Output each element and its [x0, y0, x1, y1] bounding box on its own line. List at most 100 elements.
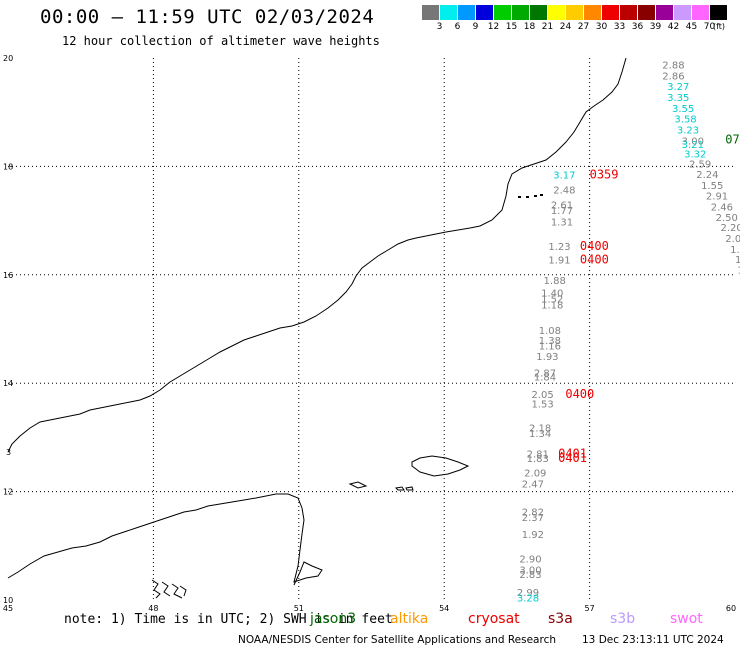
color-swatch	[638, 5, 655, 20]
color-scale-tick: 18	[523, 22, 536, 32]
wave-height-label: 1.	[730, 245, 740, 256]
wave-height-label: 2.87	[534, 368, 556, 379]
satellite-legend-item: s3b	[610, 611, 636, 627]
color-scale-tick: 15	[505, 22, 518, 32]
latitude-label: 12	[3, 488, 13, 497]
wave-height-label: 2.0	[725, 234, 740, 245]
track-time-label: 07	[725, 132, 739, 146]
color-swatch	[620, 5, 637, 20]
satellite-legend-item: jason3	[310, 611, 357, 627]
color-swatch	[566, 5, 583, 20]
color-scale-tick: 27	[577, 22, 590, 32]
wave-height-label: 2.59	[689, 160, 711, 171]
kuria-muria-islands	[518, 194, 543, 198]
color-swatch	[674, 5, 691, 20]
color-swatch	[548, 5, 565, 20]
small-island-1	[348, 481, 368, 489]
wave-height-label: 1.77	[551, 206, 573, 217]
satellite-legend-item: swot	[670, 611, 703, 627]
color-swatch	[530, 5, 547, 20]
wave-height-label: 2.46	[711, 203, 733, 214]
wave-height-label: 2.24	[696, 170, 718, 181]
map-title: 00:00 — 11:59 UTC 02/03/2024	[40, 6, 375, 28]
track-time-label: 0400	[580, 239, 609, 253]
color-swatch	[584, 5, 601, 20]
color-swatch	[476, 5, 493, 20]
wave-height-label: 2.88	[662, 61, 684, 72]
wave-height-label: 1.55	[701, 181, 723, 192]
wave-height-label: 1.31	[551, 218, 573, 229]
wave-height-label: 3.00	[682, 136, 704, 147]
color-swatch	[494, 5, 511, 20]
color-scale-tick: 3	[436, 22, 443, 32]
wave-height-label: 2.47	[522, 479, 544, 490]
satellite-legend-item: s3a	[548, 611, 573, 627]
color-scale-tick: 6	[454, 22, 461, 32]
coastline	[7, 57, 627, 599]
track-time-label: 0401	[558, 447, 587, 461]
side-tick-label: 3	[6, 448, 11, 457]
color-swatch	[512, 5, 529, 20]
wave-height-label: 1.34	[529, 429, 551, 440]
longitude-label: 57	[585, 604, 595, 613]
track-time-label: 0359	[590, 168, 619, 182]
wave-height-label: 2.48	[553, 186, 575, 197]
color-scale-tick: 24	[559, 22, 572, 32]
color-swatch	[458, 5, 475, 20]
color-swatch	[422, 5, 439, 20]
color-scale-tick: 33	[613, 22, 626, 32]
longitude-label: 51	[294, 604, 304, 613]
latitude-label: 14	[3, 379, 13, 388]
wave-height-label: 2.37	[522, 513, 544, 524]
color-swatch	[710, 5, 727, 20]
wave-height-label: 3.35	[667, 93, 689, 104]
wave-height-label: 3.17	[553, 171, 575, 182]
color-scale-tick: 30	[595, 22, 608, 32]
track-time-label: 0400	[565, 387, 594, 401]
wave-height-label: 1.38	[539, 336, 561, 347]
wave-height-label: 2.99	[517, 588, 539, 599]
small-island-2	[394, 486, 405, 491]
wave-height-label: 2.20	[720, 223, 740, 234]
longitude-label: 45	[3, 604, 13, 613]
wave-height-label: 1.23	[548, 242, 570, 253]
latitude-label: 10	[3, 596, 13, 605]
wave-height-label: 2.09	[524, 469, 546, 480]
wave-height-label: 3.23	[677, 126, 699, 137]
wave-height-label: 2.81	[527, 450, 549, 461]
wave-height-label: 2.05	[531, 390, 553, 401]
arabian-coastline	[7, 57, 627, 453]
wave-height-label: 3.21	[682, 140, 704, 151]
color-scale-tick: 45	[685, 22, 698, 32]
wave-height-label: 1.93	[536, 352, 558, 363]
wave-height-label: 2.18	[529, 424, 551, 435]
satellite-legend-item: altika	[390, 611, 429, 627]
axis-labels: 45 48 51 54 57 60 20 18 16 14 12 10 3	[3, 54, 736, 613]
small-island-3	[405, 486, 414, 491]
wave-height-label: 3.58	[674, 115, 696, 126]
wave-height-label: 2.86	[662, 71, 684, 82]
color-scale-tick: 42	[667, 22, 680, 32]
wave-height-label: 2.83	[519, 570, 541, 581]
wave-height-label: 3.00	[519, 566, 541, 577]
longitude-label: 60	[726, 604, 736, 613]
wave-height-label: 1.83	[527, 454, 549, 465]
map-subtitle: 12 hour collection of altimeter wave hei…	[62, 34, 380, 48]
altimeter-track-labels: 2.882.863.273.353.553.583.233.003.213.32…	[517, 61, 740, 605]
lat-lon-grid	[8, 58, 735, 600]
color-scale-tick: 12	[487, 22, 500, 32]
wave-height-label: 1	[737, 265, 740, 276]
color-scale-tick: 9	[472, 22, 479, 32]
color-swatch	[602, 5, 619, 20]
wave-height-label: 1.40	[541, 289, 563, 300]
wave-height-label: 2.61	[551, 200, 573, 211]
wave-height-label: 2.91	[706, 192, 728, 203]
wave-height-label: 1.88	[544, 276, 566, 287]
wave-height-label: 3.27	[667, 82, 689, 93]
latitude-label: 18	[3, 162, 13, 171]
wave-height-label: 1.16	[539, 341, 561, 352]
wave-height-label: 2.90	[519, 554, 541, 565]
wave-height-label: 1	[735, 255, 740, 266]
satellite-legend-item: cryosat	[468, 611, 520, 627]
